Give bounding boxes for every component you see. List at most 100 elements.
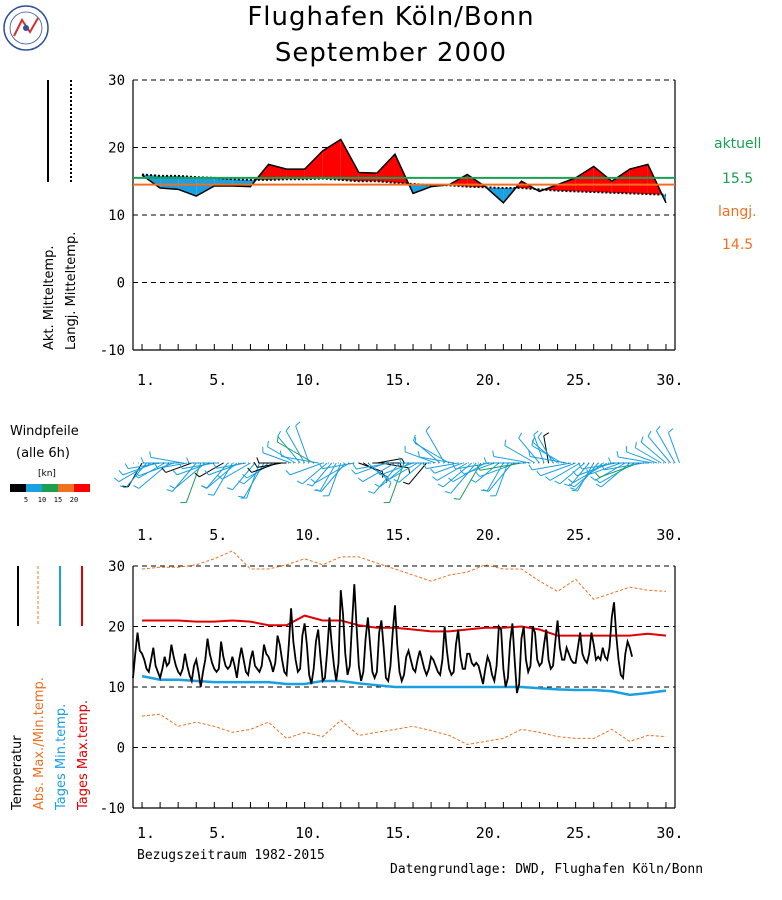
wind-arrow: [493, 456, 531, 464]
wind-scale-swatch: [58, 484, 74, 492]
y-tick-label: -10: [100, 343, 125, 359]
wind-barb: [133, 485, 140, 489]
wind-arrow: [414, 442, 450, 464]
wind-barb: [437, 483, 444, 488]
wind-arrow: [185, 462, 202, 503]
longterm-mean-value: 14.5: [722, 237, 754, 253]
warm-anomaly-area: [286, 169, 305, 180]
wind-barb: [161, 467, 167, 473]
wind-barb: [253, 461, 258, 468]
wind-barb: [149, 451, 152, 458]
wind-barb: [413, 434, 416, 441]
wind-x-tick-label: 20.: [476, 526, 503, 544]
wind-barb: [256, 457, 260, 464]
wind-arrow: [257, 462, 283, 468]
wind-barb: [398, 457, 402, 464]
wind-barb: [242, 473, 248, 479]
wind-arrow: [540, 462, 576, 477]
absolute-max-line: [141, 550, 667, 600]
current-mean-label: aktuell: [714, 136, 762, 152]
wind-barb: [528, 464, 533, 471]
wind-arrow: [315, 462, 351, 484]
wind-arrow: [475, 462, 500, 483]
wind-barb: [634, 441, 637, 449]
wind-arrow: [618, 456, 653, 464]
x-tick-label: 5.: [209, 824, 227, 842]
wind-barb: [247, 467, 252, 473]
wind-arrow: [379, 462, 409, 488]
wind-barb: [414, 437, 417, 444]
wind-barb: [504, 439, 507, 446]
wind-barb: [470, 478, 477, 483]
wind-arrow: [232, 462, 256, 490]
wind-arrow: [531, 445, 563, 464]
wind-arrow: [362, 462, 396, 483]
wind-barb: [647, 430, 652, 437]
wind-arrow: [138, 462, 174, 477]
wind-arrow: [436, 462, 468, 481]
x-tick-label: 5.: [209, 371, 227, 389]
wind-barb: [595, 472, 600, 478]
wind-x-tick-label: 10.: [295, 526, 322, 544]
x-tick-label: 15.: [385, 371, 412, 389]
wind-arrow: [373, 462, 400, 494]
current-mean-line: [141, 138, 667, 204]
wind-barb: [578, 463, 583, 470]
wind-barb: [279, 450, 283, 457]
wind-arrow: [655, 430, 676, 464]
wind-barb: [315, 489, 322, 492]
wind-arrow: [425, 430, 446, 464]
legend-temperature: Temperatur: [10, 735, 25, 810]
wind-barb: [483, 457, 487, 464]
wind-arrow: [640, 441, 667, 464]
wind-arrow: [601, 462, 631, 488]
wind-barb: [285, 425, 291, 432]
wind-arrow: [532, 441, 558, 464]
wind-arrow: [398, 462, 423, 483]
wind-arrow: [419, 456, 454, 464]
wind-barb: [140, 457, 144, 464]
wind-arrow: [573, 462, 604, 488]
wind-barb: [285, 470, 291, 476]
x-tick-label: 15.: [385, 824, 412, 842]
wind-arrow: [504, 445, 536, 464]
wind-arrow: [518, 437, 540, 464]
wind-barb: [384, 475, 390, 480]
temperature-panel: -10 0 10 20 30 1. 5. 10. 15. 20. 25. 30.: [17, 550, 684, 842]
wind-scale-tick: 15: [54, 496, 62, 504]
y-tick-label: 20: [108, 620, 125, 636]
wind-barb: [571, 489, 578, 492]
wind-barb: [668, 428, 674, 433]
wind-barb: [417, 450, 420, 458]
warm-anomaly-area: [322, 139, 341, 180]
wind-arrow: [363, 462, 388, 478]
wind-barb: [570, 487, 577, 491]
wind-arrow: [174, 462, 206, 489]
warm-anomaly-area: [611, 169, 630, 194]
wind-barb: [376, 470, 381, 476]
wind-barb: [528, 450, 531, 457]
wind-arrow: [479, 462, 522, 471]
wind-barb: [492, 450, 495, 457]
y-tick-label: 10: [108, 680, 125, 696]
wind-barb: [124, 463, 129, 469]
wind-barb: [186, 457, 190, 464]
wind-scale-swatch: [42, 484, 58, 492]
wind-barb: [133, 473, 139, 479]
x-tick-label: 20.: [476, 371, 503, 389]
wind-arrow: [389, 462, 418, 480]
wind-barb: [351, 469, 356, 475]
wind-arrow: [243, 462, 265, 498]
wind-barb: [656, 425, 661, 432]
wind-x-tick-label: 15.: [385, 526, 412, 544]
wind-arrows-panel: 1. 5. 10. 15. 20. 25. 30. 5 10 15 20: [10, 421, 684, 544]
wind-arrow: [165, 462, 192, 473]
legend-daily-max: Tages Max.temp.: [76, 699, 91, 810]
wind-arrow: [626, 451, 658, 464]
wind-arrow: [647, 436, 671, 464]
warm-anomaly-area: [340, 139, 359, 182]
wind-barb: [113, 477, 120, 482]
wind-barb: [310, 478, 316, 484]
y-tick-label: 10: [108, 208, 125, 224]
wind-arrow: [285, 430, 306, 464]
